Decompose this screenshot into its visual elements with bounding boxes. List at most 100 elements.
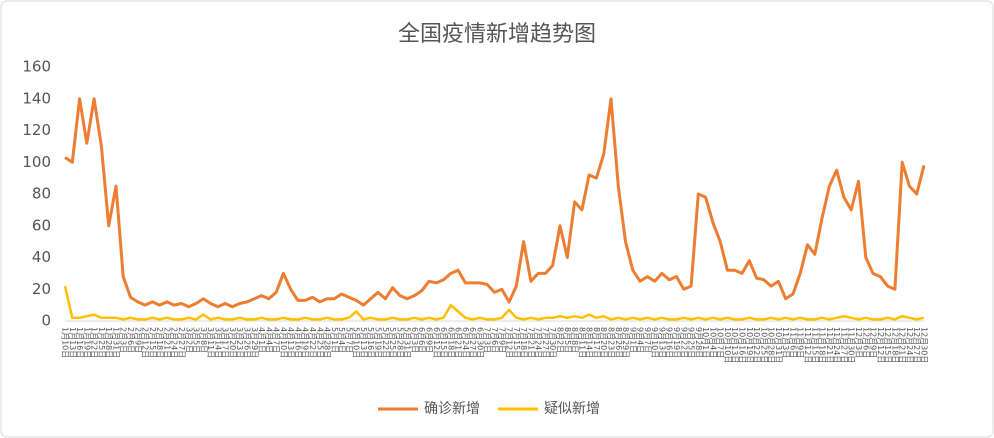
x-tick-label: 2月9日 — [133, 327, 142, 353]
y-tick-label: 160 — [22, 58, 51, 76]
x-tick-label: 2月18日 — [155, 327, 164, 358]
y-tick-label: 140 — [22, 89, 51, 107]
x-tick-label: 9月7日 — [643, 327, 652, 353]
x-tick-label: 9月28日 — [694, 327, 703, 358]
x-tick-label: 6月12日 — [432, 327, 441, 358]
y-tick-label: 40 — [32, 248, 51, 266]
x-tick-label: 4月25日 — [315, 327, 324, 358]
x-tick-label: 3月5日 — [192, 327, 201, 353]
x-tick-label: 3月26日 — [242, 327, 251, 358]
x-tick-label: 11月30日 — [847, 327, 856, 363]
x-tick-label: 12月12日 — [876, 327, 885, 363]
x-tick-label: 3月23日 — [235, 327, 244, 358]
x-tick-label: 10月13日 — [730, 327, 739, 363]
x-tick-label: 12月24日 — [905, 327, 914, 363]
x-tick-label: 11月15日 — [810, 327, 819, 363]
legend-label: 确诊新增 — [424, 401, 480, 417]
x-tick-label: 6月30日 — [475, 327, 484, 358]
x-tick-label: 8月20日 — [599, 327, 608, 358]
x-tick-label: 10月7日 — [716, 327, 725, 358]
x-tick-label: 3月20日 — [228, 327, 237, 358]
x-tick-label: 11月6日 — [788, 327, 797, 358]
x-tick-label: 7月6日 — [490, 327, 499, 353]
x-tick-label: 3月14日 — [213, 327, 222, 358]
x-tick-label: 1月22日 — [90, 327, 99, 358]
x-tick-label: 9月4日 — [636, 327, 645, 353]
x-tick-label: 1月13日 — [68, 327, 77, 358]
x-tick-label: 9月1日 — [628, 327, 637, 353]
x-tick-label: 12月30日 — [920, 327, 929, 363]
y-tick-label: 100 — [22, 153, 51, 171]
x-tick-label: 7月12日 — [505, 327, 514, 358]
x-tick-label: 2月24日 — [170, 327, 179, 358]
x-tick-label: 4月22日 — [308, 327, 317, 358]
x-tick-label: 7月21日 — [526, 327, 535, 358]
line — [64, 97, 926, 309]
x-tick-label: 10月22日 — [752, 327, 761, 363]
x-tick-label: 10月28日 — [767, 327, 776, 363]
x-tick-label: 3月2日 — [184, 327, 193, 353]
x-tick-label: 5月22日 — [381, 327, 390, 358]
x-tick-label: 7月30日 — [548, 327, 557, 358]
x-tick-label: 4月16日 — [293, 327, 302, 358]
x-tick-label: 2月15日 — [148, 327, 157, 358]
x-tick-label: 5月28日 — [395, 327, 404, 358]
x-tick-label: 5月31日 — [403, 327, 412, 358]
x-tick-label: 6月6日 — [417, 327, 426, 353]
x-tick-label: 12月27日 — [912, 327, 921, 363]
x-tick-label: 8月26日 — [614, 327, 623, 358]
x-tick-label: 9月19日 — [672, 327, 681, 358]
x-tick-label: 8月2日 — [556, 327, 565, 353]
x-tick-label: 12月9日 — [869, 327, 878, 358]
x-tick-label: 6月18日 — [446, 327, 455, 358]
x-tick-label: 4月4日 — [264, 327, 273, 353]
x-tick-label: 3月8日 — [199, 327, 208, 353]
x-tick-label: 1月16日 — [75, 327, 84, 358]
x-tick-label: 5月25日 — [388, 327, 397, 358]
x-tick-label: 12月3日 — [854, 327, 863, 358]
x-tick-label: 8月5日 — [563, 327, 572, 353]
y-tick-label: 80 — [32, 185, 51, 203]
x-tick-label: 5月16日 — [366, 327, 375, 358]
x-tick-label: 11月12日 — [803, 327, 812, 363]
y-tick-label: 20 — [32, 280, 51, 298]
x-tick-label: 12月21日 — [898, 327, 907, 363]
x-tick-label: 2月12日 — [141, 327, 150, 358]
x-tick-label: 5月7日 — [344, 327, 353, 353]
x-tick-label: 6月9日 — [424, 327, 433, 353]
x-tick-label: 11月18日 — [818, 327, 827, 363]
line — [63, 285, 925, 321]
x-tick-label: 7月9日 — [497, 327, 506, 353]
x-tick-label: 6月21日 — [454, 327, 463, 358]
x-tick-label: 10月25日 — [759, 327, 768, 363]
x-tick-label: 10月19日 — [745, 327, 754, 363]
x-tick-label: 10月4日 — [708, 327, 717, 358]
x-tick-label: 4月1日 — [257, 327, 266, 353]
x-tick-label: 5月13日 — [359, 327, 368, 358]
x-tick-label: 12月18日 — [890, 327, 899, 363]
x-tick-label: 4月28日 — [323, 327, 332, 358]
x-tick-label: 8月14日 — [585, 327, 594, 358]
x-tick-label: 1月28日 — [104, 327, 113, 358]
x-tick-label: 5月10日 — [352, 327, 361, 358]
x-tick-label: 9月25日 — [687, 327, 696, 358]
x-tick-label: 10月31日 — [774, 327, 783, 363]
x-tick-label: 3月29日 — [250, 327, 259, 358]
x-tick-label: 9月10日 — [650, 327, 659, 358]
x-tick-label: 4月19日 — [301, 327, 310, 358]
x-tick-label: 5月19日 — [374, 327, 383, 358]
x-tick-label: 9月22日 — [679, 327, 688, 358]
x-tick-label: 12月15日 — [883, 327, 892, 363]
x-tick-label: 7月27日 — [541, 327, 550, 358]
x-tick-label: 1月31日 — [111, 327, 120, 358]
x-tick-label: 8月29日 — [621, 327, 630, 358]
x-tick-label: 5月4日 — [337, 327, 346, 353]
x-tick-label: 2月6日 — [126, 327, 135, 353]
x-tick-label: 4月13日 — [286, 327, 295, 358]
x-tick-label: 10月1日 — [701, 327, 710, 358]
x-tick-label: 2月21日 — [162, 327, 171, 358]
x-tick-label: 3月17日 — [221, 327, 230, 358]
y-tick-label: 0 — [41, 312, 51, 330]
x-tick-label: 8月17日 — [592, 327, 601, 358]
